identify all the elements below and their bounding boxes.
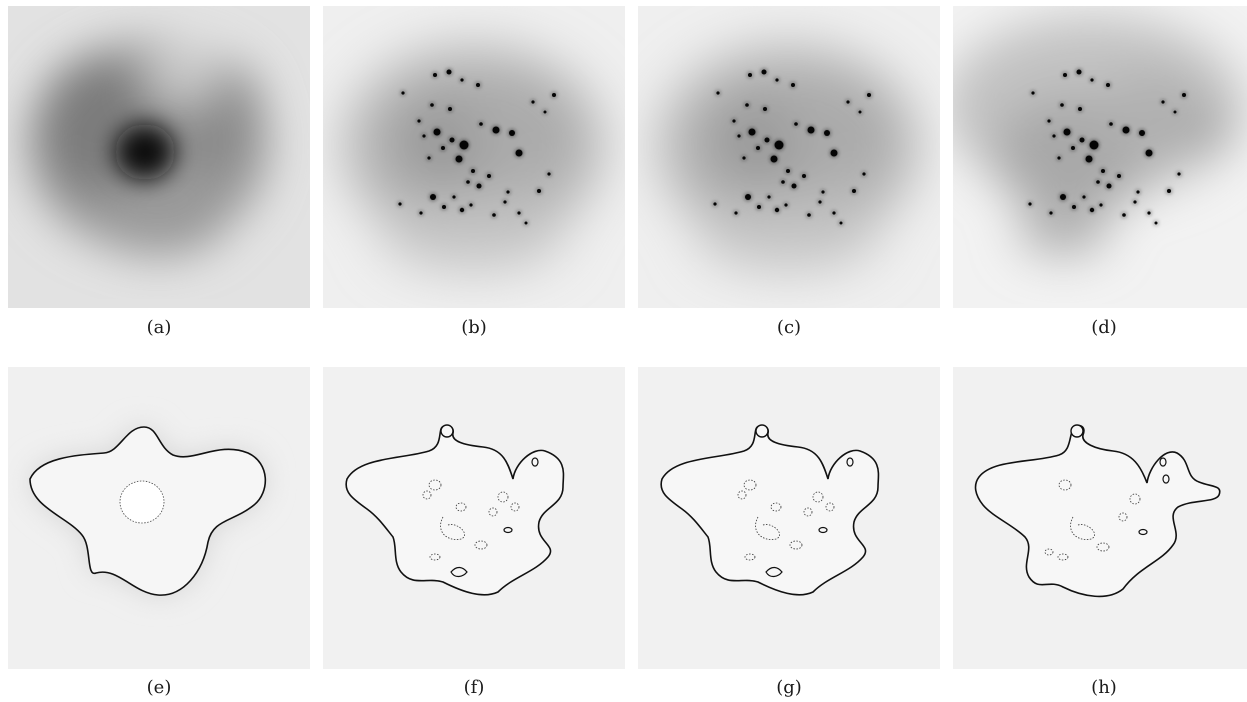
panel-g-image <box>638 367 940 669</box>
panel-a: (a) <box>8 6 310 338</box>
panel-h-image <box>953 367 1247 669</box>
caption-f: (f) <box>463 677 485 698</box>
panel-c: (c) <box>638 6 940 338</box>
caption-h: (h) <box>1091 677 1117 698</box>
panel-b-image <box>323 6 625 308</box>
caption-g: (g) <box>776 677 802 698</box>
panel-h: (h) <box>953 367 1247 698</box>
caption-a: (a) <box>146 317 172 338</box>
caption-c: (c) <box>776 317 802 338</box>
panel-g: (g) <box>638 367 940 698</box>
panel-f: (f) <box>323 367 625 698</box>
panel-e-image <box>8 367 310 669</box>
panel-a-image <box>8 6 310 308</box>
panel-d-image <box>953 6 1247 308</box>
panel-e: (e) <box>8 367 310 698</box>
panel-c-image <box>638 6 940 308</box>
caption-b: (b) <box>461 317 487 338</box>
panel-b: (b) <box>323 6 625 338</box>
caption-e: (e) <box>146 677 172 698</box>
panel-d: (d) <box>953 6 1247 338</box>
caption-d: (d) <box>1091 317 1117 338</box>
panel-f-image <box>323 367 625 669</box>
